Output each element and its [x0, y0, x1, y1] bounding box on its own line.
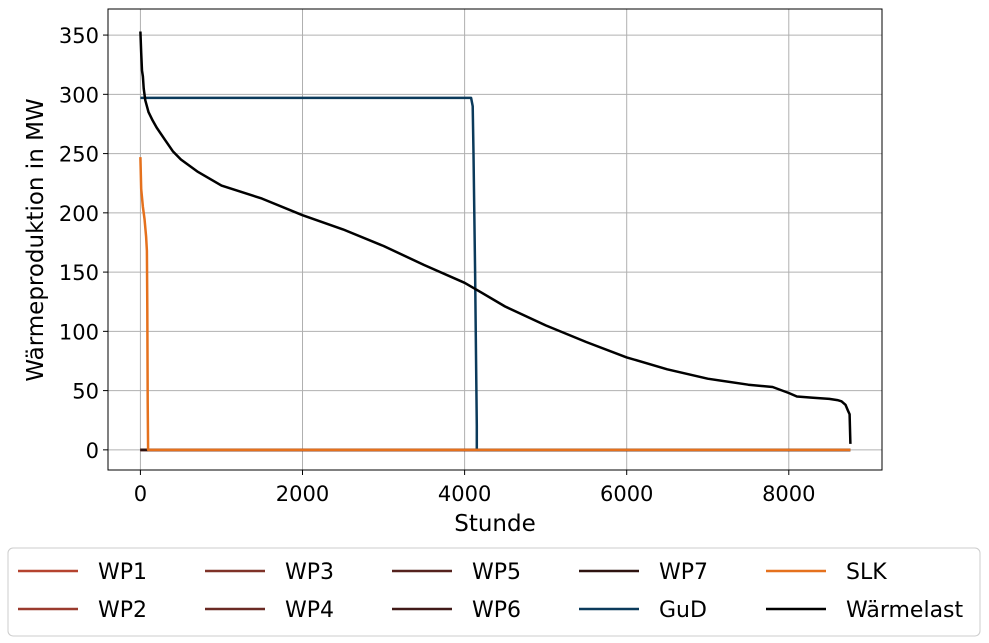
legend-label: SLK [846, 560, 887, 585]
y-tick-label: 300 [59, 83, 99, 107]
x-tick-label: 2000 [276, 482, 329, 506]
y-axis-ticks: 0 50 100 150 200 250 300 350 [59, 24, 108, 463]
legend-label: WP3 [285, 560, 334, 585]
x-tick-label: 4000 [438, 482, 491, 506]
series-line-9 [139, 31, 852, 444]
legend-label: WP4 [285, 598, 334, 623]
y-tick-label: 350 [59, 24, 99, 48]
plot-area-frame [107, 8, 883, 471]
y-tick-label: 50 [72, 380, 99, 404]
legend-label: WP2 [98, 598, 147, 623]
legend-label: WP5 [472, 560, 521, 585]
grid-lines [108, 9, 882, 470]
legend-label: WP1 [98, 560, 147, 585]
legend: WP1 WP2 WP3 WP4 WP5 WP6 WP7 GuD SLK Wärmelast [7, 547, 981, 637]
y-tick-label: 100 [59, 320, 99, 344]
y-tick-label: 0 [86, 439, 99, 463]
legend-label: WP6 [472, 598, 521, 623]
y-tick-label: 250 [59, 143, 99, 167]
x-tick-label: 6000 [600, 482, 653, 506]
x-tick-label: 0 [134, 482, 147, 506]
legend-label: Wärmelast [846, 598, 964, 623]
x-axis-ticks: 0 2000 4000 6000 8000 [134, 470, 816, 506]
legend-label: WP7 [659, 560, 708, 585]
y-tick-label: 150 [59, 261, 99, 285]
x-axis-label: Stunde [454, 511, 536, 537]
series-line-8 [139, 157, 851, 452]
series-lines [139, 31, 852, 452]
series-line-7 [140, 96, 851, 452]
legend-label: GuD [659, 598, 707, 623]
y-axis-label: Wärmeproduktion in MW [23, 98, 49, 381]
y-tick-label: 200 [59, 202, 99, 226]
x-tick-label: 8000 [762, 482, 815, 506]
